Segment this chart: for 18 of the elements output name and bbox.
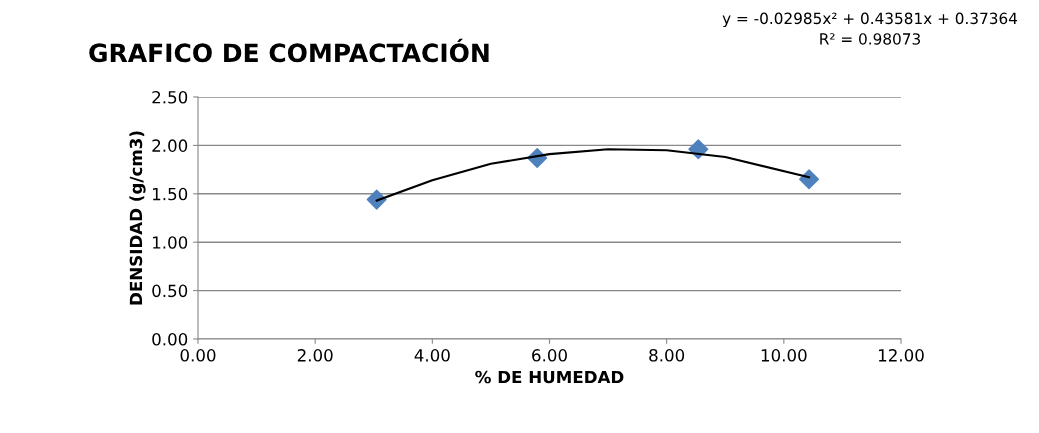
y-tick-label: 2.50 [152,90,188,104]
x-tick-label: 6.00 [532,349,567,362]
x-tick-label: 10.00 [761,349,807,362]
text: y = -0.02985x² + 0.43581x + 0.37364 R² = 0.98073 [722,12,1018,45]
y-tick-label: 0.50 [152,284,188,298]
x-tick-label: 0.00 [180,349,216,362]
x-axis-title: % DE HUMEDAD [475,370,624,384]
point [799,169,820,190]
y-axis-title: DENSIDAD (g/cm3) [129,131,146,305]
x-tick-label: 8.00 [649,349,685,362]
y-tick-label: 2.00 [152,139,188,152]
x-tick-label: 4.00 [414,349,450,362]
y-tick-label: 0.00 [152,332,188,346]
y-tick-label: 1.50 [153,187,188,201]
y-tick-label: 1.00 [153,236,188,249]
x-tick-label: 2.00 [297,349,333,362]
chart-title: GRAFICO DE COMPACTACIÓN [89,38,489,63]
x-tick-label: 12.00 [878,349,924,362]
